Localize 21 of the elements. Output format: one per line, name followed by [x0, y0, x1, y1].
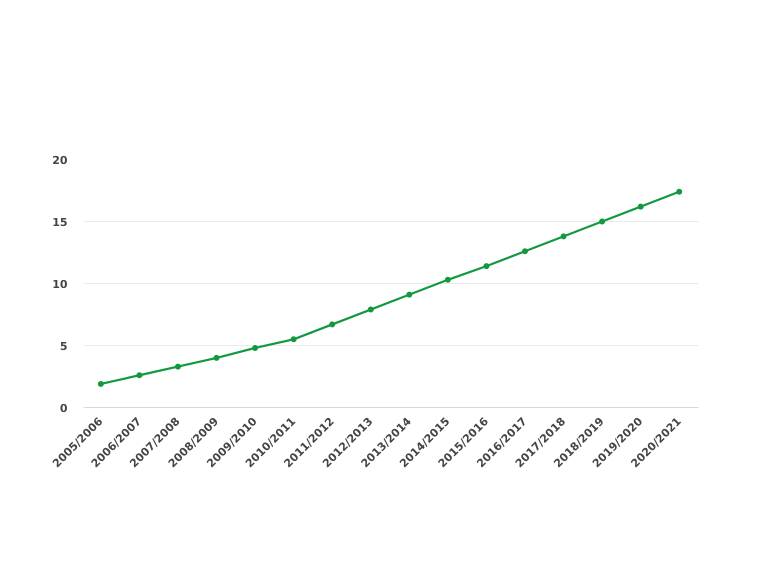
- y-tick-label: 5: [60, 340, 68, 353]
- point: [214, 354, 220, 361]
- point: [174, 364, 181, 370]
- y-tick-label: 10: [52, 278, 68, 291]
- point: [368, 306, 374, 313]
- point: [252, 344, 258, 351]
- point: [444, 276, 451, 283]
- point: [599, 218, 606, 224]
- point: [136, 372, 142, 378]
- point: [98, 380, 104, 387]
- y-tick-label: 20: [52, 154, 68, 167]
- point: [483, 263, 490, 270]
- point: [676, 188, 682, 195]
- point: [329, 321, 336, 328]
- y-tick-label: 15: [52, 216, 68, 229]
- point: [406, 292, 412, 298]
- y-tick-label: 0: [60, 402, 68, 415]
- point: [638, 204, 644, 210]
- point: [522, 248, 528, 254]
- point: [560, 233, 567, 240]
- point: [290, 336, 297, 342]
